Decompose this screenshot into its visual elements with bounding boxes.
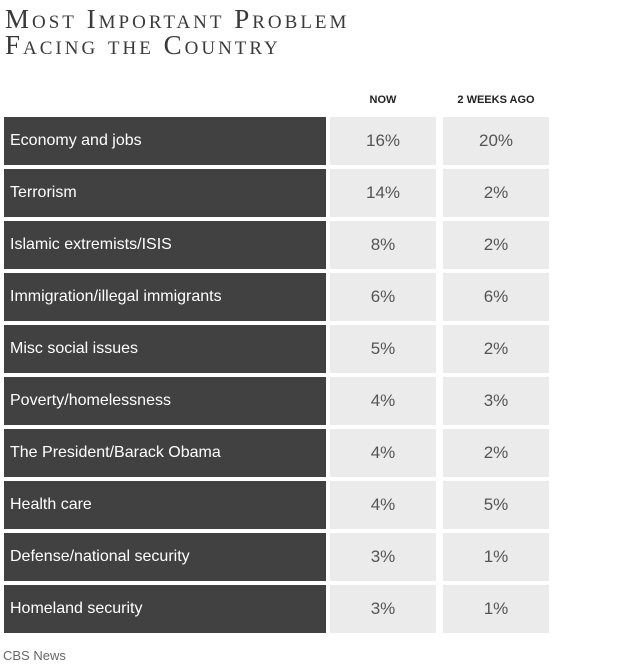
chart-title: Most Important Problem Facing the Countr… <box>5 4 605 60</box>
value-now: 8% <box>330 221 436 269</box>
value-now: 6% <box>330 273 436 321</box>
value-2-weeks-ago: 2% <box>443 169 549 217</box>
row-label: The President/Barack Obama <box>4 429 326 477</box>
value-now: 4% <box>330 429 436 477</box>
value-2-weeks-ago: 2% <box>443 429 549 477</box>
value-2-weeks-ago: 5% <box>443 481 549 529</box>
row-label: Terrorism <box>4 169 326 217</box>
row-label: Homeland security <box>4 585 326 633</box>
chart-title-line-1: Most Important Problem <box>5 4 350 34</box>
value-now: 3% <box>330 585 436 633</box>
value-now: 16% <box>330 117 436 165</box>
row-label: Health care <box>4 481 326 529</box>
value-2-weeks-ago: 1% <box>443 533 549 581</box>
column-header-now: NOW <box>369 94 397 106</box>
value-2-weeks-ago: 20% <box>443 117 549 165</box>
value-2-weeks-ago: 2% <box>443 325 549 373</box>
value-2-weeks-ago: 6% <box>443 273 549 321</box>
value-now: 14% <box>330 169 436 217</box>
row-label: Misc social issues <box>4 325 326 373</box>
value-now: 3% <box>330 533 436 581</box>
value-2-weeks-ago: 3% <box>443 377 549 425</box>
source-credit: CBS News <box>3 648 66 663</box>
value-now: 4% <box>330 481 436 529</box>
value-2-weeks-ago: 2% <box>443 221 549 269</box>
row-label: Economy and jobs <box>4 117 326 165</box>
row-label: Islamic extremists/ISIS <box>4 221 326 269</box>
value-2-weeks-ago: 1% <box>443 585 549 633</box>
value-now: 4% <box>330 377 436 425</box>
row-label: Immigration/illegal immigrants <box>4 273 326 321</box>
chart-title-line-2: Facing the Country <box>5 30 281 60</box>
row-label: Poverty/homelessness <box>4 377 326 425</box>
value-now: 5% <box>330 325 436 373</box>
row-label: Defense/national security <box>4 533 326 581</box>
column-header-2-weeks-ago: 2 WEEKS AGO <box>457 94 535 106</box>
